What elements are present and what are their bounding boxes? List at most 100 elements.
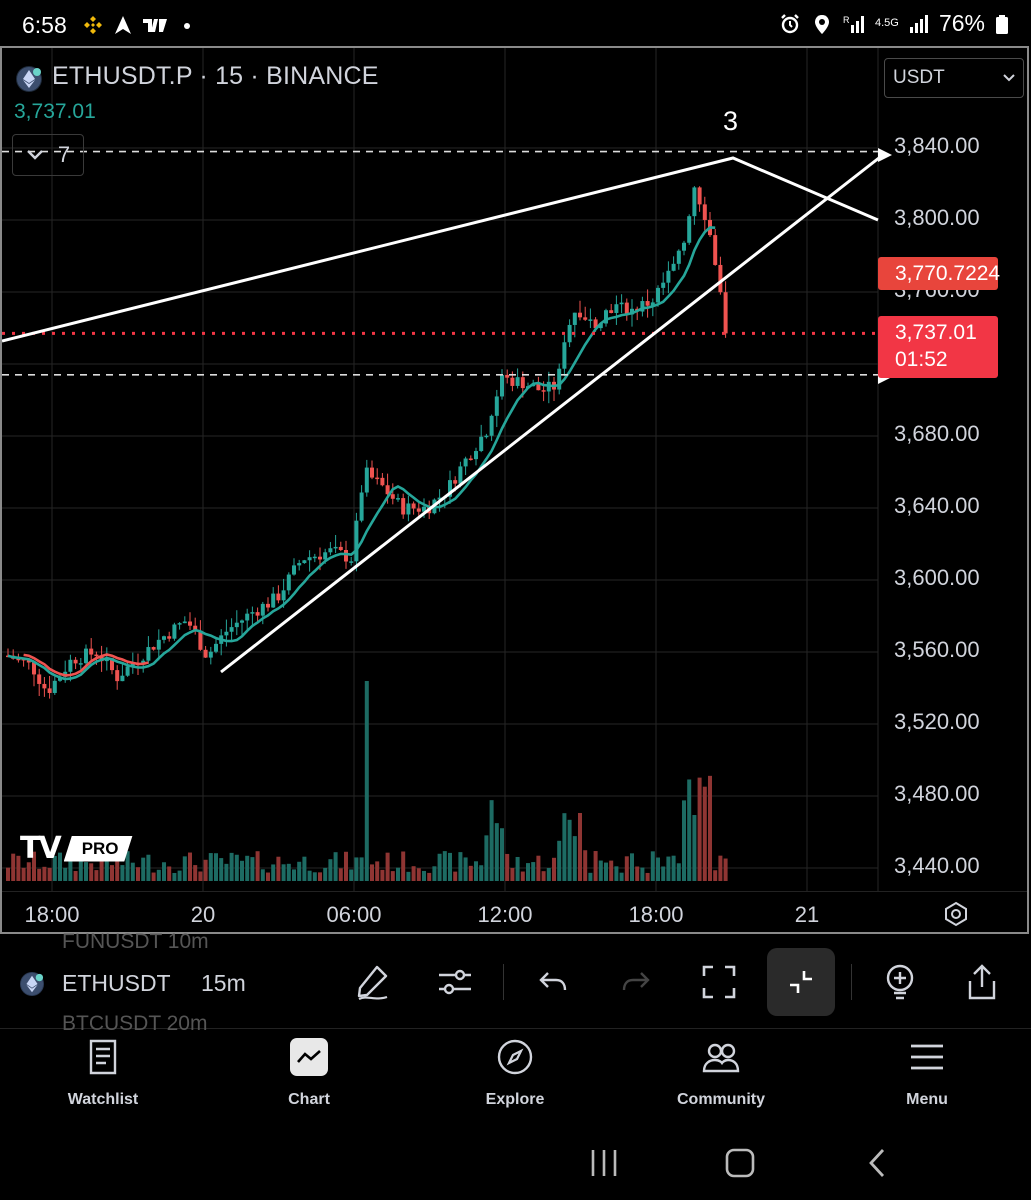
candle-body xyxy=(115,670,120,682)
add-alert-button[interactable] xyxy=(878,960,922,1004)
candle-body xyxy=(588,319,593,321)
candle-body xyxy=(567,324,572,343)
candle-body xyxy=(463,458,468,467)
candle-body xyxy=(338,546,343,551)
volume-bar xyxy=(442,851,447,881)
exit-fullscreen-button[interactable] xyxy=(767,948,835,1016)
indicators-collapse-button[interactable]: 7 xyxy=(12,134,84,176)
nav-chart[interactable]: Chart xyxy=(249,1038,369,1109)
volume-bar xyxy=(520,871,525,881)
volume-bar xyxy=(635,866,640,881)
volume-bar xyxy=(536,855,541,881)
candle-body xyxy=(193,625,198,632)
candle-body xyxy=(307,557,312,561)
volume-bar xyxy=(234,854,239,881)
binance-icon xyxy=(84,16,102,34)
volume-bar xyxy=(708,775,712,881)
candle-body xyxy=(99,655,104,662)
volume-bar xyxy=(468,865,473,881)
candle-body xyxy=(458,466,463,484)
volume-bar xyxy=(671,855,676,881)
candle-body xyxy=(489,415,494,436)
candle-body xyxy=(401,498,406,515)
candle-body xyxy=(505,374,510,378)
nav-label: Menu xyxy=(906,1091,948,1108)
wave-label[interactable]: 3 xyxy=(723,106,739,136)
candle-body xyxy=(214,643,218,652)
undo-button[interactable] xyxy=(531,960,575,1004)
volume-bar xyxy=(73,871,78,881)
nav-explore[interactable]: Explore xyxy=(455,1038,575,1109)
candle-body xyxy=(84,648,88,664)
currency-value: USDT xyxy=(893,67,945,88)
volume-bar xyxy=(6,867,10,881)
candle-body xyxy=(510,377,515,386)
home-icon[interactable] xyxy=(723,1146,757,1180)
candle-body xyxy=(125,666,130,676)
volume-bar xyxy=(484,835,489,881)
volume-bar xyxy=(255,851,260,881)
interval-selector[interactable]: 15m xyxy=(201,970,246,996)
candle-body xyxy=(234,622,239,628)
volume-bar xyxy=(614,866,619,881)
redo-button[interactable] xyxy=(614,960,658,1004)
dot-icon xyxy=(184,23,190,29)
volume-bar xyxy=(344,851,348,881)
draw-icon xyxy=(357,965,388,1001)
candle-body xyxy=(583,317,588,320)
volume-bar xyxy=(32,851,36,881)
navigation-arrow-icon xyxy=(115,16,131,34)
recent-apps-icon[interactable] xyxy=(587,1146,621,1180)
volume-bar xyxy=(572,836,577,881)
volume-bar xyxy=(552,857,556,881)
chart-area[interactable]: ETHUSDT.P · 15 · BINANCE 3,737.01 7 USDT… xyxy=(0,46,1029,934)
watchlist-icon xyxy=(89,1039,117,1075)
share-button[interactable] xyxy=(960,960,1004,1004)
time-tick: 21 xyxy=(794,902,820,927)
candle-body xyxy=(120,675,125,682)
price-axis[interactable]: 3,840.00 3,800.00 3,760.00 3,680.00 3,64… xyxy=(894,48,1024,908)
candle-body xyxy=(364,467,369,493)
menu-icon xyxy=(911,1044,943,1070)
draw-button[interactable] xyxy=(351,960,395,1004)
status-notification-icons xyxy=(82,14,198,36)
indicators-settings-button[interactable] xyxy=(433,960,477,1004)
volume-bar xyxy=(546,867,551,881)
symbol-selector[interactable]: ETHUSDT xyxy=(62,970,171,996)
candle-body xyxy=(676,250,681,264)
volume-bar xyxy=(489,800,494,881)
chart-canvas[interactable] xyxy=(2,48,1029,934)
volume-bar xyxy=(245,855,250,881)
fullscreen-button[interactable] xyxy=(697,960,741,1004)
volume-bar xyxy=(188,852,192,881)
last-price-badge: 3,737.01 01:52 xyxy=(878,316,998,378)
volume-bar xyxy=(47,867,52,881)
time-axis[interactable]: 18:00 20 06:00 12:00 18:00 21 xyxy=(2,891,1027,932)
volume-bar xyxy=(203,859,208,881)
volume-bar xyxy=(656,857,660,881)
candle-body xyxy=(344,550,348,562)
candle-body xyxy=(536,383,541,391)
price-tick: 3,800.00 xyxy=(894,205,980,230)
location-icon xyxy=(814,14,829,34)
chart-icon xyxy=(290,1038,328,1076)
currency-select[interactable]: USDT xyxy=(884,58,1024,98)
volume-bar xyxy=(604,862,608,881)
volume-bar xyxy=(541,871,546,881)
alarm-icon xyxy=(781,13,799,33)
candle-body xyxy=(656,287,660,303)
symbol-title[interactable]: ETHUSDT.P · 15 · BINANCE xyxy=(52,62,379,90)
svg-text:R: R xyxy=(843,15,850,25)
nav-watchlist[interactable]: Watchlist xyxy=(43,1038,163,1109)
nav-menu[interactable]: Menu xyxy=(867,1038,987,1109)
candle-body xyxy=(297,563,302,566)
volume-bar xyxy=(172,872,177,881)
volume-bar xyxy=(260,869,265,881)
back-icon[interactable] xyxy=(861,1146,895,1180)
volume-bar xyxy=(167,866,172,881)
nav-community[interactable]: Community xyxy=(661,1038,781,1109)
volume-bar xyxy=(697,777,702,881)
candle-body xyxy=(188,621,192,626)
volume-bar xyxy=(640,867,645,881)
chart-settings-icon[interactable] xyxy=(942,900,970,928)
